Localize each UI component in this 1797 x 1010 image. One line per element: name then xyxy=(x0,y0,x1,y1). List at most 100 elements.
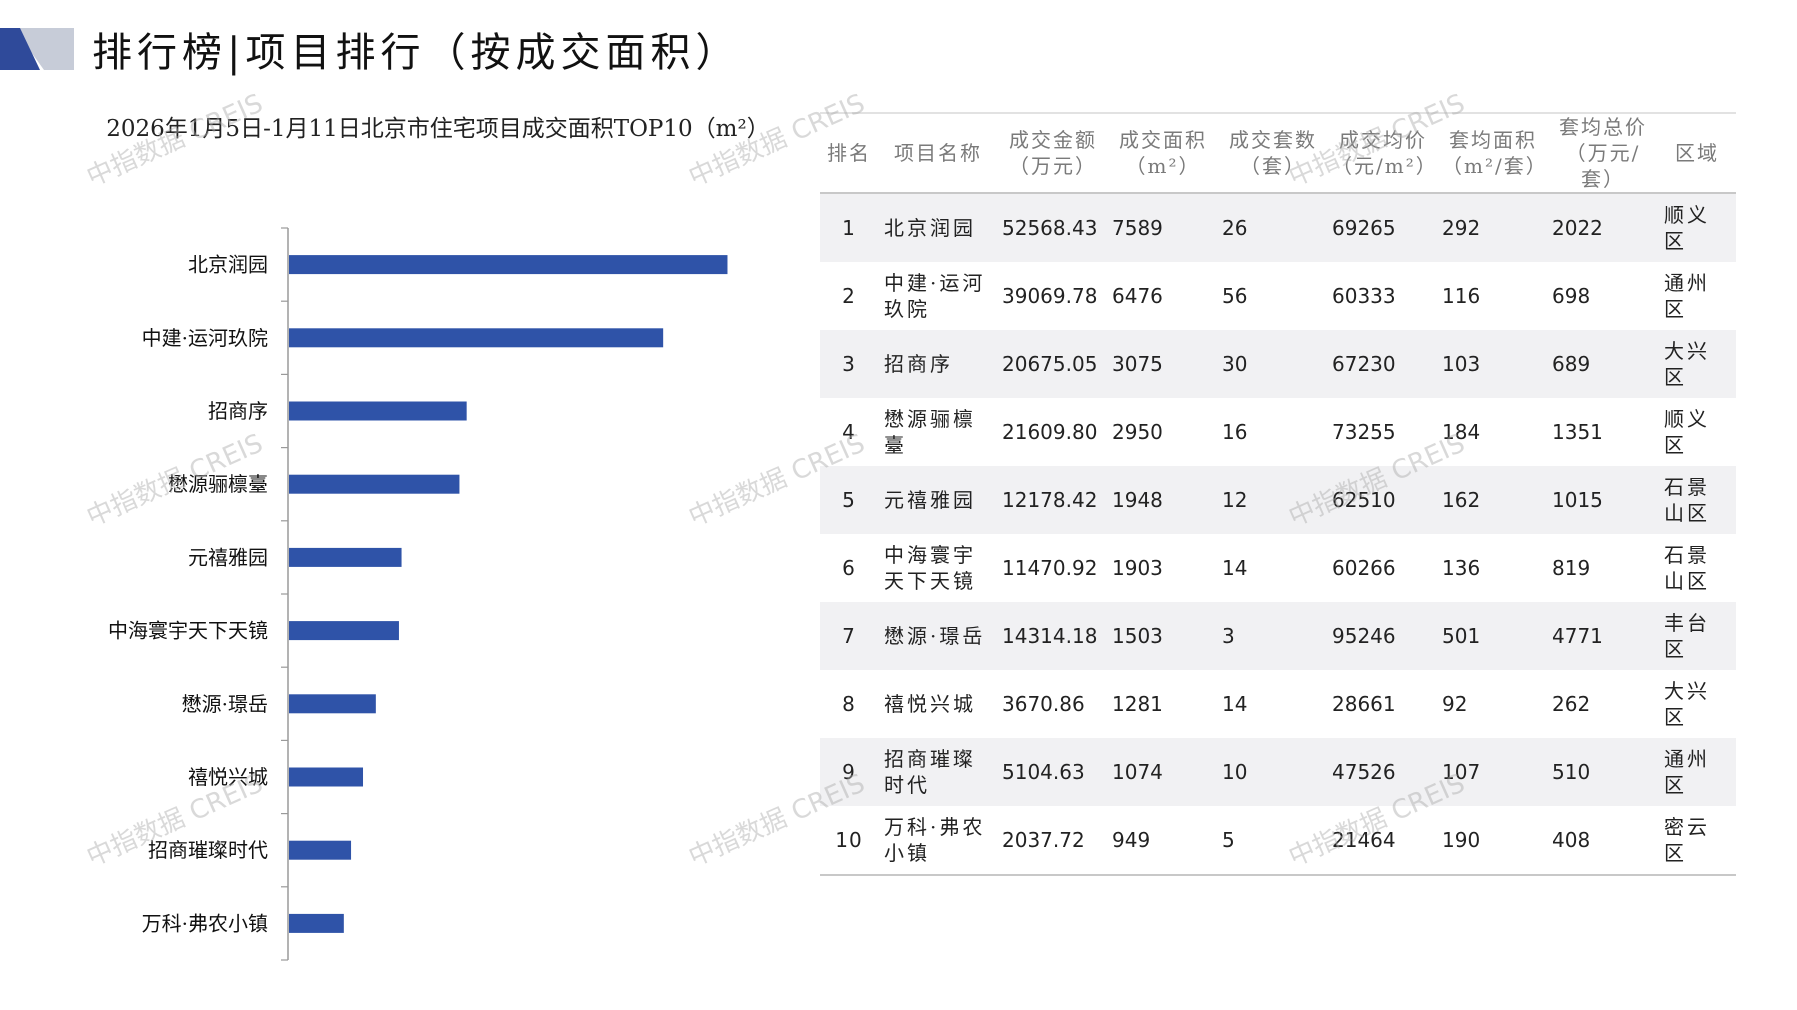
ranking-table: 排名 项目名称 成交金额 （万元） 成交面积 （m²） 成交套数 （套） 成交均价 （元/m²）套… xyxy=(820,112,1736,876)
cell-avg-area: 190 xyxy=(1438,806,1548,876)
column-header-label: 成交面积 xyxy=(1119,128,1207,152)
cell-avg-total: 689 xyxy=(1548,330,1658,398)
cell-avg-price: 62510 xyxy=(1328,466,1438,534)
cell-area: 949 xyxy=(1108,806,1218,876)
cell-avg-total: 819 xyxy=(1552,556,1591,580)
column-header: 成交面积 （m²） xyxy=(1108,112,1218,194)
category-label: 元禧雅园 xyxy=(188,545,268,569)
cell-avg-area: 292 xyxy=(1438,193,1548,262)
column-header-unit: （m²） xyxy=(1125,154,1201,178)
bar xyxy=(289,913,344,933)
column-header-unit: （万元/套） xyxy=(1565,141,1641,191)
cell-avg-area: 103 xyxy=(1438,330,1548,398)
column-header: 项目名称 xyxy=(878,112,998,194)
bar xyxy=(289,694,376,714)
table-row: 3 招商序 20675.05 3075 30 67230 103 689 大兴区 xyxy=(820,330,1736,398)
cell-area: 1948 xyxy=(1108,466,1218,534)
cell-name: 禧悦兴城 xyxy=(884,692,976,716)
cell-units: 14 xyxy=(1222,692,1248,716)
bar xyxy=(289,840,352,860)
column-header-label: 区域 xyxy=(1675,141,1719,165)
category-label: 懋源骊檩臺 xyxy=(168,472,268,496)
table-row: 10 万科·弗农小镇 2037.72 949 5 21464 190 408 密云区 xyxy=(820,806,1736,876)
category-label: 北京润园 xyxy=(188,253,268,277)
cell-avg-area: 162 xyxy=(1438,466,1548,534)
cell-avg-area: 107 xyxy=(1438,738,1548,806)
cell-area: 6476 xyxy=(1112,284,1163,308)
category-label: 禧悦兴城 xyxy=(188,765,268,789)
cell-units: 10 xyxy=(1218,738,1328,806)
bar-chart: 北京润园中建·运河玖院招商序懋源骊檩臺元禧雅园中海寰宇天下天镜懋源·璟岳禧悦兴城… xyxy=(108,227,728,961)
bar xyxy=(289,401,467,421)
column-header-label: 套均面积 xyxy=(1449,128,1537,152)
cell-avg-area: 92 xyxy=(1442,692,1468,716)
cell-area: 2950 xyxy=(1112,420,1163,444)
cell-units: 56 xyxy=(1222,284,1248,308)
cell-avg-area: 184 xyxy=(1442,420,1481,444)
cell-units: 3 xyxy=(1218,602,1328,670)
table-body: 1 北京润园 52568.43 7589 26 69265 292 2022 顺义区 2 中建·运河… xyxy=(820,193,1736,876)
corner-logo xyxy=(0,28,74,70)
cell-rank: 4 xyxy=(842,420,856,444)
table-row: 7 懋源·璟岳 14314.18 1503 3 95246 501 4771 丰台区 xyxy=(820,602,1736,670)
column-header-label: 成交均价 xyxy=(1339,128,1427,152)
cell-units: 26 xyxy=(1218,193,1328,262)
cell-district: 通州区 xyxy=(1658,738,1736,806)
cell-district: 大兴区 xyxy=(1664,679,1710,729)
cell-units: 5 xyxy=(1218,806,1328,876)
column-header-unit: （万元） xyxy=(1009,154,1097,178)
bar xyxy=(289,621,399,641)
cell-name: 招商璀璨时代 xyxy=(878,738,998,806)
cell-rank: 1 xyxy=(820,193,878,262)
cell-avg-area: 501 xyxy=(1438,602,1548,670)
column-header: 套均面积 （m²/套） xyxy=(1438,112,1548,194)
table-row: 8 禧悦兴城 3670.86 1281 14 28661 92 262 大兴区 xyxy=(820,670,1736,738)
cell-avg-price: 28661 xyxy=(1332,692,1396,716)
column-header-label: 项目名称 xyxy=(894,141,982,165)
category-label: 招商璀璨时代 xyxy=(148,838,268,862)
cell-avg-total: 2022 xyxy=(1548,193,1658,262)
column-header: 成交均价 （元/m²） xyxy=(1328,112,1438,194)
column-header-label: 套均总价 xyxy=(1559,115,1647,139)
cell-name: 中建·运河玖院 xyxy=(884,271,986,321)
cell-area: 1503 xyxy=(1108,602,1218,670)
page-title: 排行榜|项目排行（按成交面积） xyxy=(92,30,741,76)
cell-units: 30 xyxy=(1218,330,1328,398)
cell-amount: 14314.18 xyxy=(998,602,1108,670)
bar xyxy=(289,255,728,275)
cell-district: 大兴区 xyxy=(1658,330,1736,398)
bar xyxy=(289,328,664,348)
cell-avg-area: 136 xyxy=(1442,556,1481,580)
cell-district: 顺义区 xyxy=(1664,407,1710,457)
cell-avg-price: 60266 xyxy=(1332,556,1396,580)
column-header: 成交金额 （万元） xyxy=(998,112,1108,194)
cell-district: 密云区 xyxy=(1658,806,1736,876)
table-row: 4 懋源骊檩臺 21609.80 2950 16 73255 184 1351 顺义区 xyxy=(820,398,1736,466)
chart-title: 2026年1月5日-1月11日北京市住宅项目成交面积TOP10（m²） xyxy=(106,116,770,142)
cell-area: 7589 xyxy=(1108,193,1218,262)
cell-district: 通州区 xyxy=(1664,271,1710,321)
cell-name: 元禧雅园 xyxy=(878,466,998,534)
cell-avg-price: 67230 xyxy=(1328,330,1438,398)
cell-avg-price: 60333 xyxy=(1332,284,1396,308)
cell-area: 3075 xyxy=(1108,330,1218,398)
cell-area: 1074 xyxy=(1108,738,1218,806)
cell-rank: 2 xyxy=(842,284,856,308)
table-header-row: 排名 项目名称 成交金额 （万元） 成交面积 （m²） 成交套数 （套） 成交均价 （元/m²）套… xyxy=(820,112,1736,194)
bar xyxy=(289,547,402,567)
table-row: 5 元禧雅园 12178.42 1948 12 62510 162 1015 石景山区 xyxy=(820,466,1736,534)
column-header-unit: （m²/套） xyxy=(1442,154,1548,178)
cell-district: 石景山区 xyxy=(1658,466,1736,534)
cell-avg-price: 21464 xyxy=(1328,806,1438,876)
cell-avg-total: 698 xyxy=(1552,284,1591,308)
cell-amount: 12178.42 xyxy=(998,466,1108,534)
bar xyxy=(289,767,364,787)
column-header: 排名 xyxy=(820,112,878,194)
table-row: 2 中建·运河玖院 39069.78 6476 56 60333 116 698 通州区 xyxy=(820,262,1736,330)
category-label: 中海寰宇天下天镜 xyxy=(108,619,268,643)
cell-rank: 5 xyxy=(820,466,878,534)
cell-avg-price: 47526 xyxy=(1328,738,1438,806)
cell-avg-area: 116 xyxy=(1442,284,1481,308)
column-header: 套均总价 （万元/套） xyxy=(1548,112,1658,194)
logo-dark-shape xyxy=(0,28,40,70)
